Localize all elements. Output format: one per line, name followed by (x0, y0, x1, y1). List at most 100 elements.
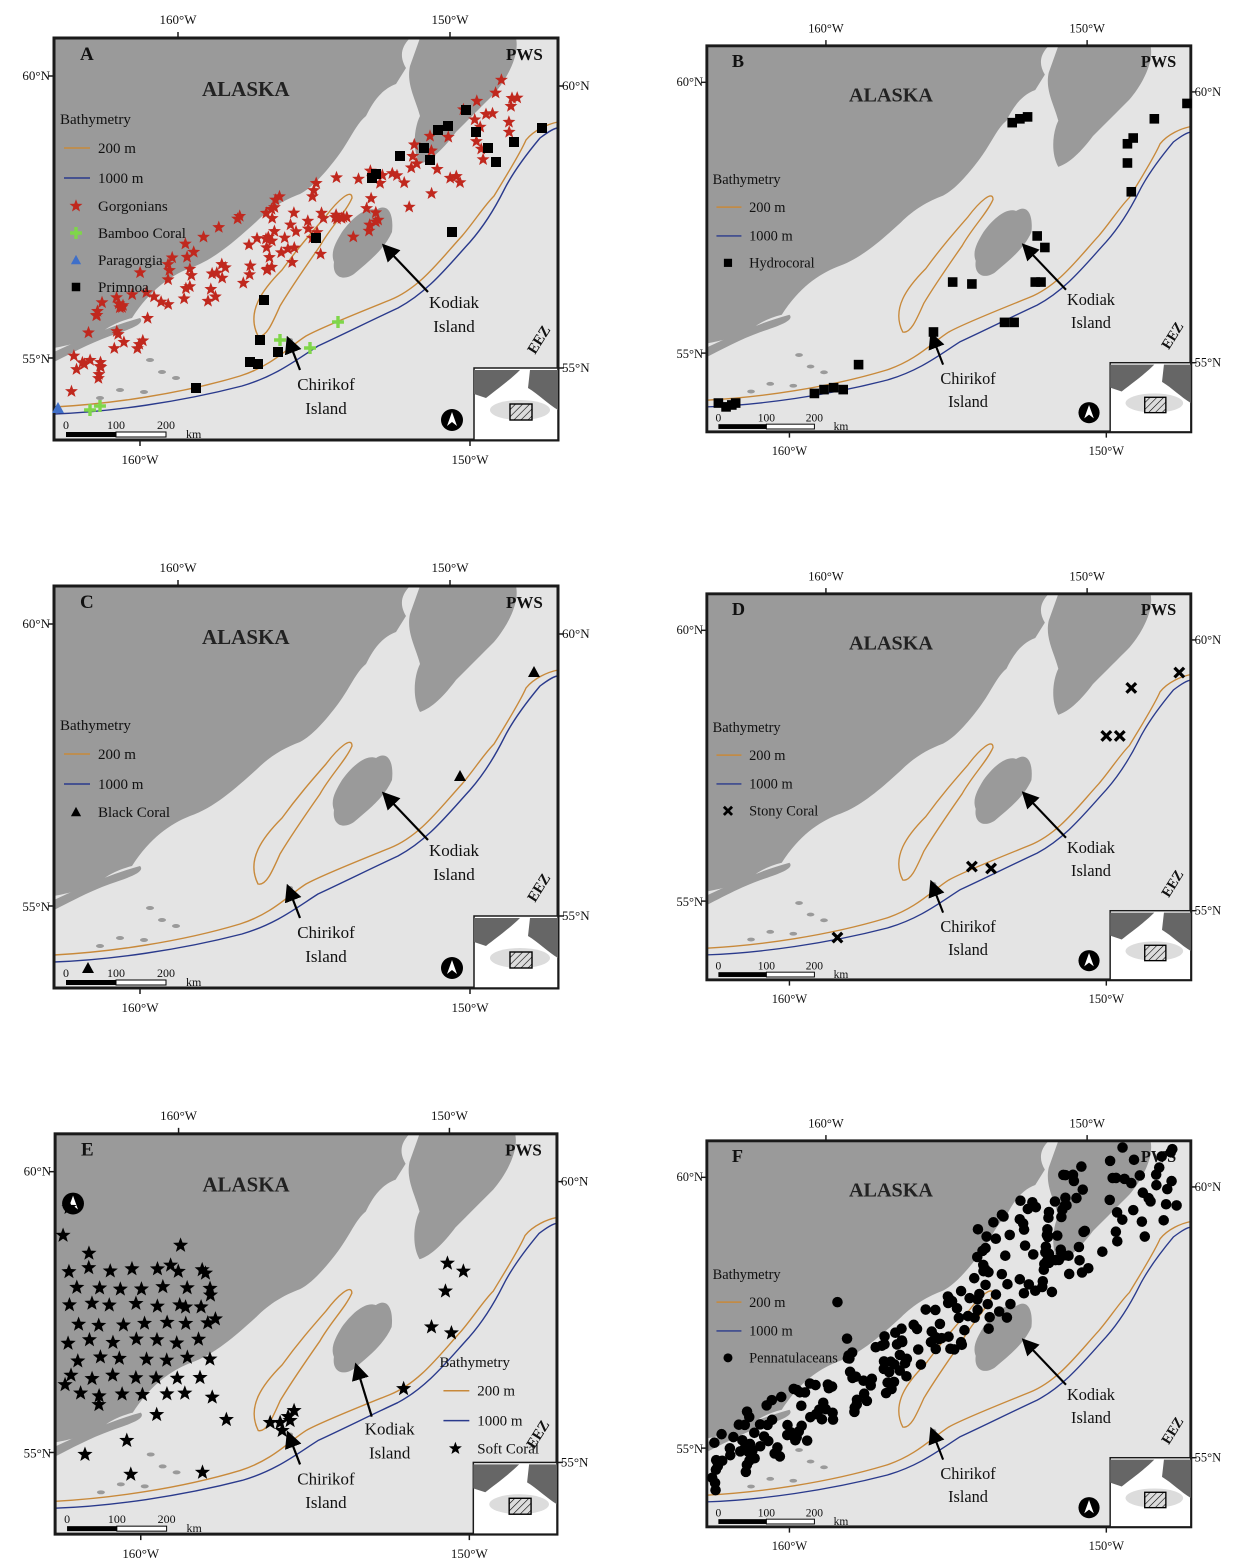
occurrence-marker (360, 201, 374, 214)
occurrence-marker (84, 1370, 100, 1386)
occurrence-marker (77, 357, 91, 370)
occurrence-marker (1023, 1279, 1035, 1290)
occurrence-marker (901, 1370, 912, 1382)
occurrence-marker (311, 233, 321, 243)
occurrence-marker (977, 1259, 989, 1271)
occurrence-marker (136, 333, 150, 347)
north-arrow-pointer (447, 960, 457, 974)
occurrence-marker (769, 1448, 780, 1459)
scale-bar-segment (66, 980, 116, 985)
occurrence-marker (194, 1464, 211, 1479)
occurrence-marker (105, 1367, 121, 1382)
lat-label-right-south: 55°N (1195, 1451, 1221, 1465)
lon-label-bottom-east: 150°W (452, 1000, 490, 1015)
occurrence-marker (1167, 1143, 1178, 1155)
panel-letter: D (732, 599, 745, 619)
occurrence-marker (177, 1299, 194, 1314)
occurrence-marker (94, 400, 106, 412)
occurrence-marker (114, 1386, 130, 1401)
kenai-land (408, 1133, 516, 1260)
occurrence-marker (178, 1315, 194, 1330)
occurrence-marker (999, 317, 1010, 328)
occurrence-marker (170, 1263, 186, 1278)
chirikof-island-land (287, 1432, 294, 1437)
islet (820, 918, 828, 923)
pws-label: PWS (506, 45, 543, 64)
islet (766, 381, 775, 386)
occurrence-marker (91, 1317, 107, 1332)
lon-label-top-west: 160°W (160, 1108, 198, 1123)
lat-label-right-north: 60°N (1195, 85, 1221, 99)
occurrence-marker (471, 127, 481, 137)
occurrence-marker (133, 1281, 150, 1296)
occurrence-marker (263, 250, 276, 263)
inset-land (528, 918, 558, 958)
occurrence-marker (352, 172, 365, 185)
occurrence-marker (180, 250, 194, 263)
occurrence-marker (81, 1259, 97, 1275)
lat-label-right-south: 55°N (562, 908, 590, 923)
legend: Bathymetry 200 m 1000 m Pennatulaceans (713, 1267, 839, 1367)
occurrence-marker (713, 398, 724, 408)
lon-label-bottom-west: 160°W (122, 452, 160, 467)
legend-label-200m: 200 m (749, 200, 785, 216)
occurrence-marker (762, 1419, 773, 1431)
inset-land (1162, 1459, 1191, 1499)
occurrence-marker (443, 121, 453, 131)
legend-symbol-square (723, 258, 733, 267)
scale-bar-segment (718, 1519, 767, 1524)
occurrence-marker (1022, 1203, 1034, 1215)
occurrence-marker (912, 1344, 924, 1355)
lat-label-left-south: 55°N (677, 1442, 703, 1456)
chirikof-label-line2: Island (948, 392, 988, 411)
occurrence-marker (134, 1386, 151, 1402)
kodiak-label-line1: Kodiak (365, 1420, 415, 1439)
occurrence-marker (425, 155, 435, 165)
occurrence-marker (721, 402, 731, 412)
occurrence-marker (314, 247, 328, 260)
occurrence-marker (111, 327, 125, 340)
kodiak-arrow (381, 791, 429, 841)
islet (766, 929, 775, 934)
occurrence-marker (84, 404, 96, 416)
occurrence-marker (128, 1331, 144, 1346)
occurrence-marker (880, 1387, 892, 1399)
occurrence-marker (454, 770, 466, 781)
occurrence-marker (1037, 1275, 1049, 1287)
pennatulacean-points (706, 1142, 1182, 1496)
occurrence-marker (60, 1335, 76, 1350)
occurrence-marker (812, 1408, 823, 1419)
chirikof-arrow (928, 879, 945, 914)
occurrence-marker (262, 1414, 278, 1430)
occurrence-marker (268, 224, 281, 237)
occurrence-marker (775, 1391, 787, 1403)
map-frame (52, 36, 560, 442)
scale-tick-label: 100 (107, 966, 125, 980)
occurrence-marker (502, 115, 516, 128)
legend-symbol-square (71, 282, 81, 292)
occurrence-marker (92, 371, 105, 384)
occurrence-marker (828, 382, 839, 393)
occurrence-marker (1060, 1192, 1071, 1204)
scale-bar: 0 100 200 km (64, 1512, 202, 1535)
islet (172, 1470, 181, 1475)
lon-label-bottom-east: 150°W (1089, 1539, 1125, 1553)
occurrence-marker (149, 1298, 165, 1313)
legend-symbol-cross (722, 805, 734, 816)
occurrence-marker (985, 862, 998, 875)
chirikof-island-land (930, 881, 937, 886)
occurrence-marker (1104, 1155, 1116, 1167)
occurrence-marker (402, 200, 416, 213)
pws-label: PWS (505, 1141, 542, 1160)
lat-label-left-south: 55°N (677, 895, 703, 909)
occurrence-marker (130, 341, 144, 354)
occurrence-marker (201, 294, 215, 307)
occurrence-marker (423, 1319, 440, 1334)
kenai-land (1047, 45, 1152, 167)
occurrence-marker (280, 1408, 296, 1424)
legend-label-200m: 200 m (98, 141, 136, 157)
occurrence-marker (782, 1419, 793, 1431)
pws-label: PWS (1141, 600, 1176, 619)
occurrence-marker (364, 191, 378, 204)
map-panel-f: 160°W 150°W 160°W 150°W 60°N 55°N 60°N 55°N ALAS… (677, 1116, 1222, 1553)
